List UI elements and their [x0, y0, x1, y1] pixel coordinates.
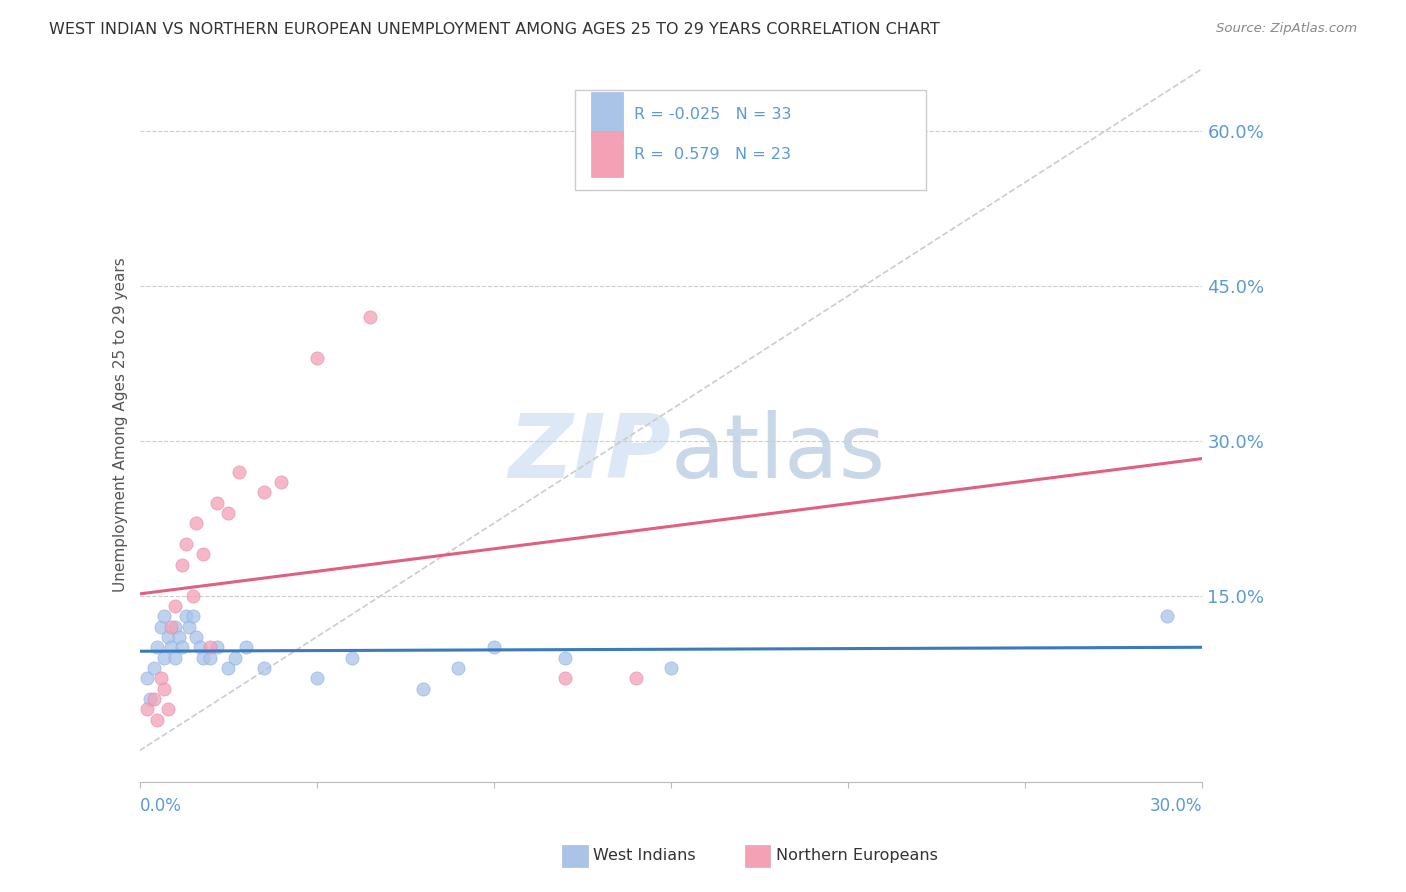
Point [149, 619, 172, 633]
Point [181, 609, 204, 624]
Text: West Indians: West Indians [593, 848, 696, 863]
Text: R =  0.579   N = 23: R = 0.579 N = 23 [634, 146, 790, 161]
Point [139, 692, 162, 706]
Point [359, 310, 381, 324]
Point [163, 619, 186, 633]
FancyBboxPatch shape [592, 92, 623, 138]
Point [186, 630, 208, 644]
Point [207, 495, 229, 509]
Point [153, 609, 176, 624]
Text: WEST INDIAN VS NORTHERN EUROPEAN UNEMPLOYMENT AMONG AGES 25 TO 29 YEARS CORRELAT: WEST INDIAN VS NORTHERN EUROPEAN UNEMPLO… [49, 22, 941, 37]
Point [252, 661, 274, 675]
Point [156, 702, 179, 716]
Point [163, 650, 186, 665]
Point [447, 661, 470, 675]
Point [1156, 609, 1178, 624]
Point [160, 619, 183, 633]
Point [193, 547, 215, 561]
Point [135, 671, 157, 685]
Point [186, 516, 208, 531]
Point [156, 630, 179, 644]
Y-axis label: Unemployment Among Ages 25 to 29 years: Unemployment Among Ages 25 to 29 years [114, 258, 128, 592]
Point [217, 661, 239, 675]
FancyBboxPatch shape [592, 131, 623, 178]
Text: Northern Europeans: Northern Europeans [776, 848, 938, 863]
Point [153, 681, 176, 696]
Text: atlas: atlas [671, 410, 886, 497]
Point [174, 537, 197, 551]
Point [305, 671, 328, 685]
Point [142, 661, 165, 675]
Point [170, 640, 193, 655]
Point [624, 671, 647, 685]
Point [554, 650, 576, 665]
Point [163, 599, 186, 613]
Point [188, 640, 211, 655]
Point [146, 713, 169, 727]
Point [482, 640, 505, 655]
Text: Source: ZipAtlas.com: Source: ZipAtlas.com [1216, 22, 1357, 36]
Point [167, 630, 190, 644]
Point [252, 485, 274, 500]
Point [170, 558, 193, 572]
Text: 0.0%: 0.0% [139, 797, 181, 815]
Point [659, 661, 682, 675]
Point [224, 650, 246, 665]
Point [235, 640, 257, 655]
FancyBboxPatch shape [575, 90, 927, 190]
Point [554, 671, 576, 685]
Point [200, 640, 222, 655]
Text: R = -0.025   N = 33: R = -0.025 N = 33 [634, 107, 792, 122]
Point [181, 589, 204, 603]
Point [179, 619, 201, 633]
Text: ZIP: ZIP [508, 410, 671, 497]
Point [135, 702, 157, 716]
Point [305, 351, 328, 365]
Point [142, 692, 165, 706]
Point [412, 681, 434, 696]
Point [146, 640, 169, 655]
Point [340, 650, 363, 665]
Point [207, 640, 229, 655]
Text: 30.0%: 30.0% [1150, 797, 1202, 815]
Point [153, 650, 176, 665]
Point [270, 475, 292, 489]
Point [228, 465, 250, 479]
Point [149, 671, 172, 685]
Point [217, 506, 239, 520]
Point [193, 650, 215, 665]
Point [160, 640, 183, 655]
Point [174, 609, 197, 624]
Point [200, 650, 222, 665]
